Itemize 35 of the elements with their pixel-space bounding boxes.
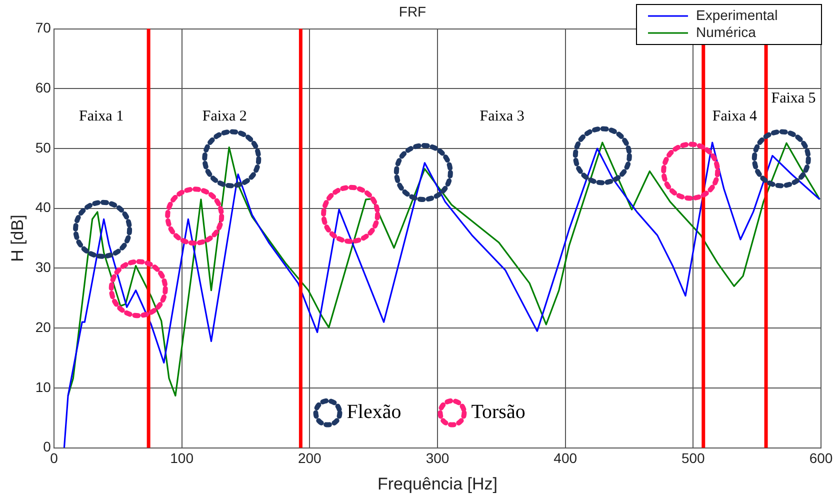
annotation: Faixa 3: [480, 108, 524, 125]
x-tick-label: 600: [809, 450, 833, 466]
x-tick-label: 300: [426, 450, 450, 466]
y-axis-title: H [dB]: [8, 214, 27, 262]
point: [202, 129, 262, 188]
point: [108, 259, 168, 318]
point: [321, 184, 380, 244]
y-tick-label: 30: [35, 259, 52, 276]
x-tick-label: 400: [554, 450, 578, 466]
point: [661, 142, 720, 201]
x-tick-label: 200: [298, 450, 322, 466]
y-tick-label: 10: [35, 378, 52, 395]
x-axis-title: Frequência [Hz]: [377, 474, 498, 494]
point: [572, 126, 632, 186]
annotation: Faixa 5: [771, 90, 816, 107]
x-tick-label: 100: [170, 450, 194, 466]
y-tick-label: 70: [35, 20, 52, 36]
legend-label: Flexão: [346, 401, 402, 424]
legend-label: Torsão: [471, 401, 526, 424]
chart-title: FRF: [398, 3, 426, 20]
annotation: Faixa 2: [202, 108, 247, 125]
legend-label: Experimental: [696, 6, 778, 23]
y-tick-label: 60: [35, 80, 52, 96]
point: [165, 186, 224, 246]
point: [394, 142, 453, 202]
y-tick-label: 40: [35, 199, 52, 216]
point: [73, 200, 132, 259]
x-tick-label: 500: [681, 450, 706, 466]
annotation: Faixa 1: [78, 108, 124, 125]
annotation: Faixa 4: [712, 108, 758, 125]
point: [752, 129, 811, 188]
legend-label: Numérica: [696, 24, 756, 40]
y-tick-label: 0: [43, 438, 52, 455]
y-tick-label: 50: [35, 139, 52, 156]
y-tick-label: 20: [35, 318, 52, 335]
